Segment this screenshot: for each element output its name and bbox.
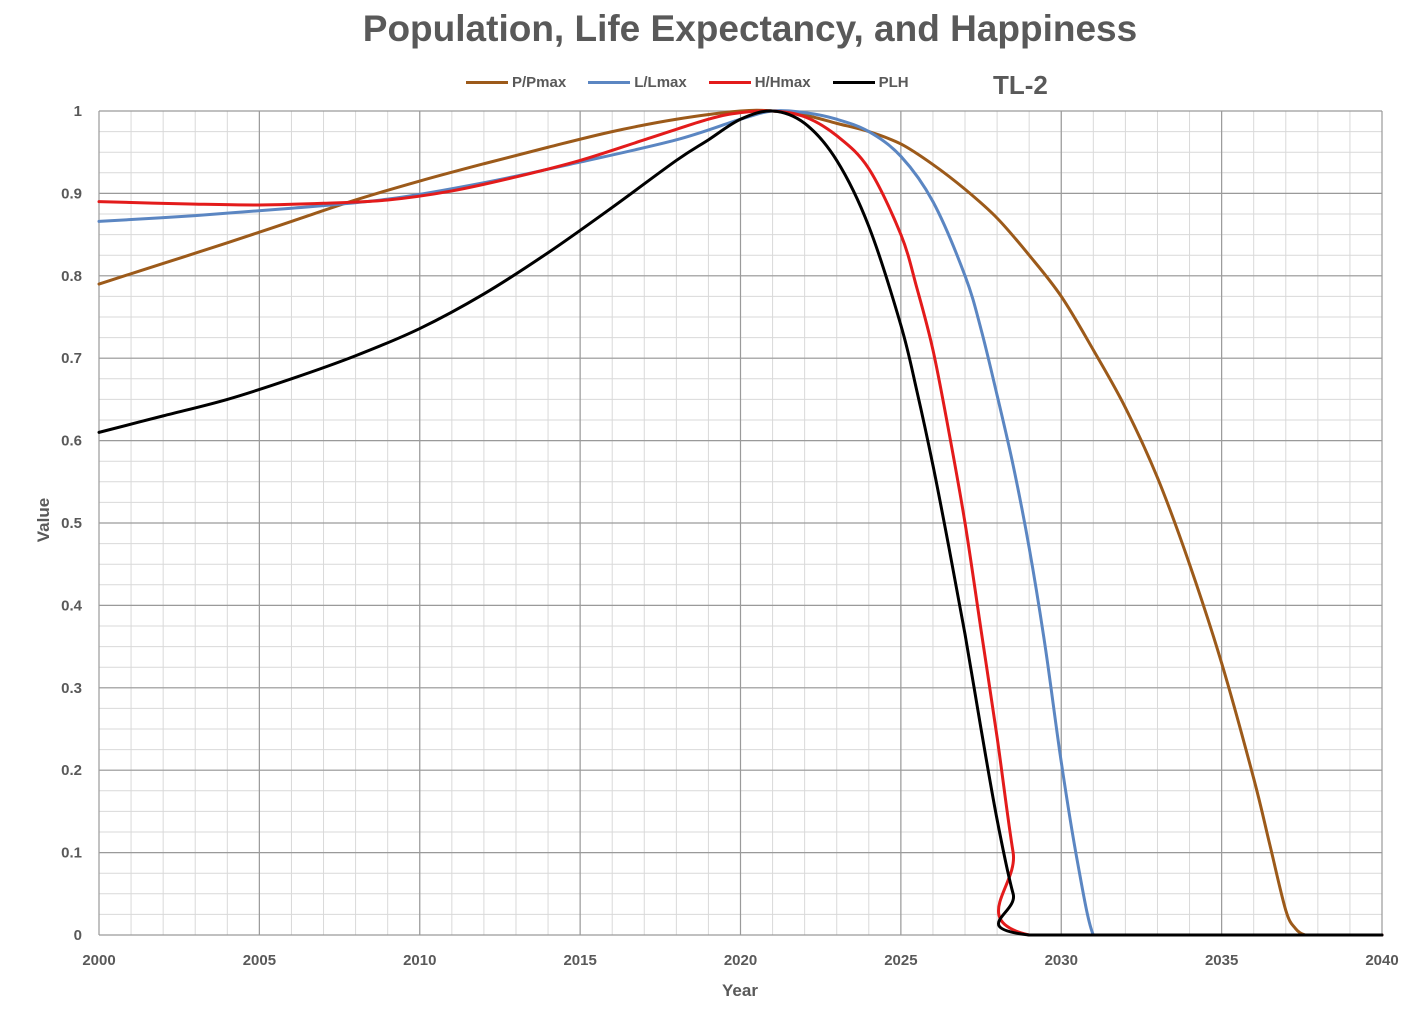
series-line-p-pmax <box>97 108 1384 937</box>
x-tick-label: 2020 <box>724 952 757 969</box>
y-tick-label: 0.1 <box>61 845 82 862</box>
x-tick-label: 2040 <box>1365 952 1398 969</box>
series-line-h-hmax <box>97 109 1384 937</box>
x-tick-label: 2025 <box>884 952 917 969</box>
y-axis-label: Value <box>34 497 53 543</box>
chart-title: Population, Life Expectancy, and Happine… <box>362 8 1138 49</box>
legend-item: P/Pmax <box>466 74 566 91</box>
legend-swatch <box>832 81 875 84</box>
major-gridlines <box>98 110 1383 936</box>
y-tick-label: 1 <box>74 103 82 120</box>
series-line-l-lmax <box>97 109 1384 937</box>
legend-item: PLH <box>832 74 909 91</box>
series-lines <box>97 108 1384 937</box>
legend-label: L/Lmax <box>634 74 687 91</box>
x-tick-label: 2000 <box>82 952 115 969</box>
legend-item: L/Lmax <box>588 74 687 91</box>
x-tick-label: 2035 <box>1205 952 1238 969</box>
legend-item: H/Hmax <box>708 74 811 91</box>
chart-annotation: TL-2 <box>993 70 1048 100</box>
y-tick-label: 0.7 <box>61 350 82 367</box>
tick-labels: 2000 2005 2010 2015 2020 2025 2030 2035 2040 0 0.1… <box>61 103 1399 969</box>
y-tick-label: 0.6 <box>61 433 82 450</box>
legend: P/Pmax L/Lmax H/Hmax PLH <box>466 74 931 91</box>
legend-label: P/Pmax <box>512 74 567 91</box>
legend-label: H/Hmax <box>754 74 811 91</box>
y-tick-label: 0.9 <box>61 185 82 202</box>
x-axis-label: Year <box>722 981 758 1000</box>
x-tick-label: 2010 <box>403 952 436 969</box>
series-line-plh <box>97 109 1384 937</box>
legend-swatch <box>708 81 751 84</box>
x-tick-label: 2030 <box>1045 952 1078 969</box>
y-tick-label: 0.8 <box>61 268 82 285</box>
legend-label: PLH <box>878 74 909 91</box>
y-tick-label: 0 <box>74 927 82 944</box>
x-tick-label: 2015 <box>563 952 596 969</box>
x-tick-label: 2005 <box>243 952 276 969</box>
y-tick-label: 0.5 <box>61 515 82 532</box>
legend-swatch <box>466 81 508 84</box>
legend-swatch <box>588 81 631 84</box>
y-tick-label: 0.2 <box>61 762 82 779</box>
y-tick-label: 0.3 <box>61 680 82 697</box>
y-tick-label: 0.4 <box>61 597 83 614</box>
